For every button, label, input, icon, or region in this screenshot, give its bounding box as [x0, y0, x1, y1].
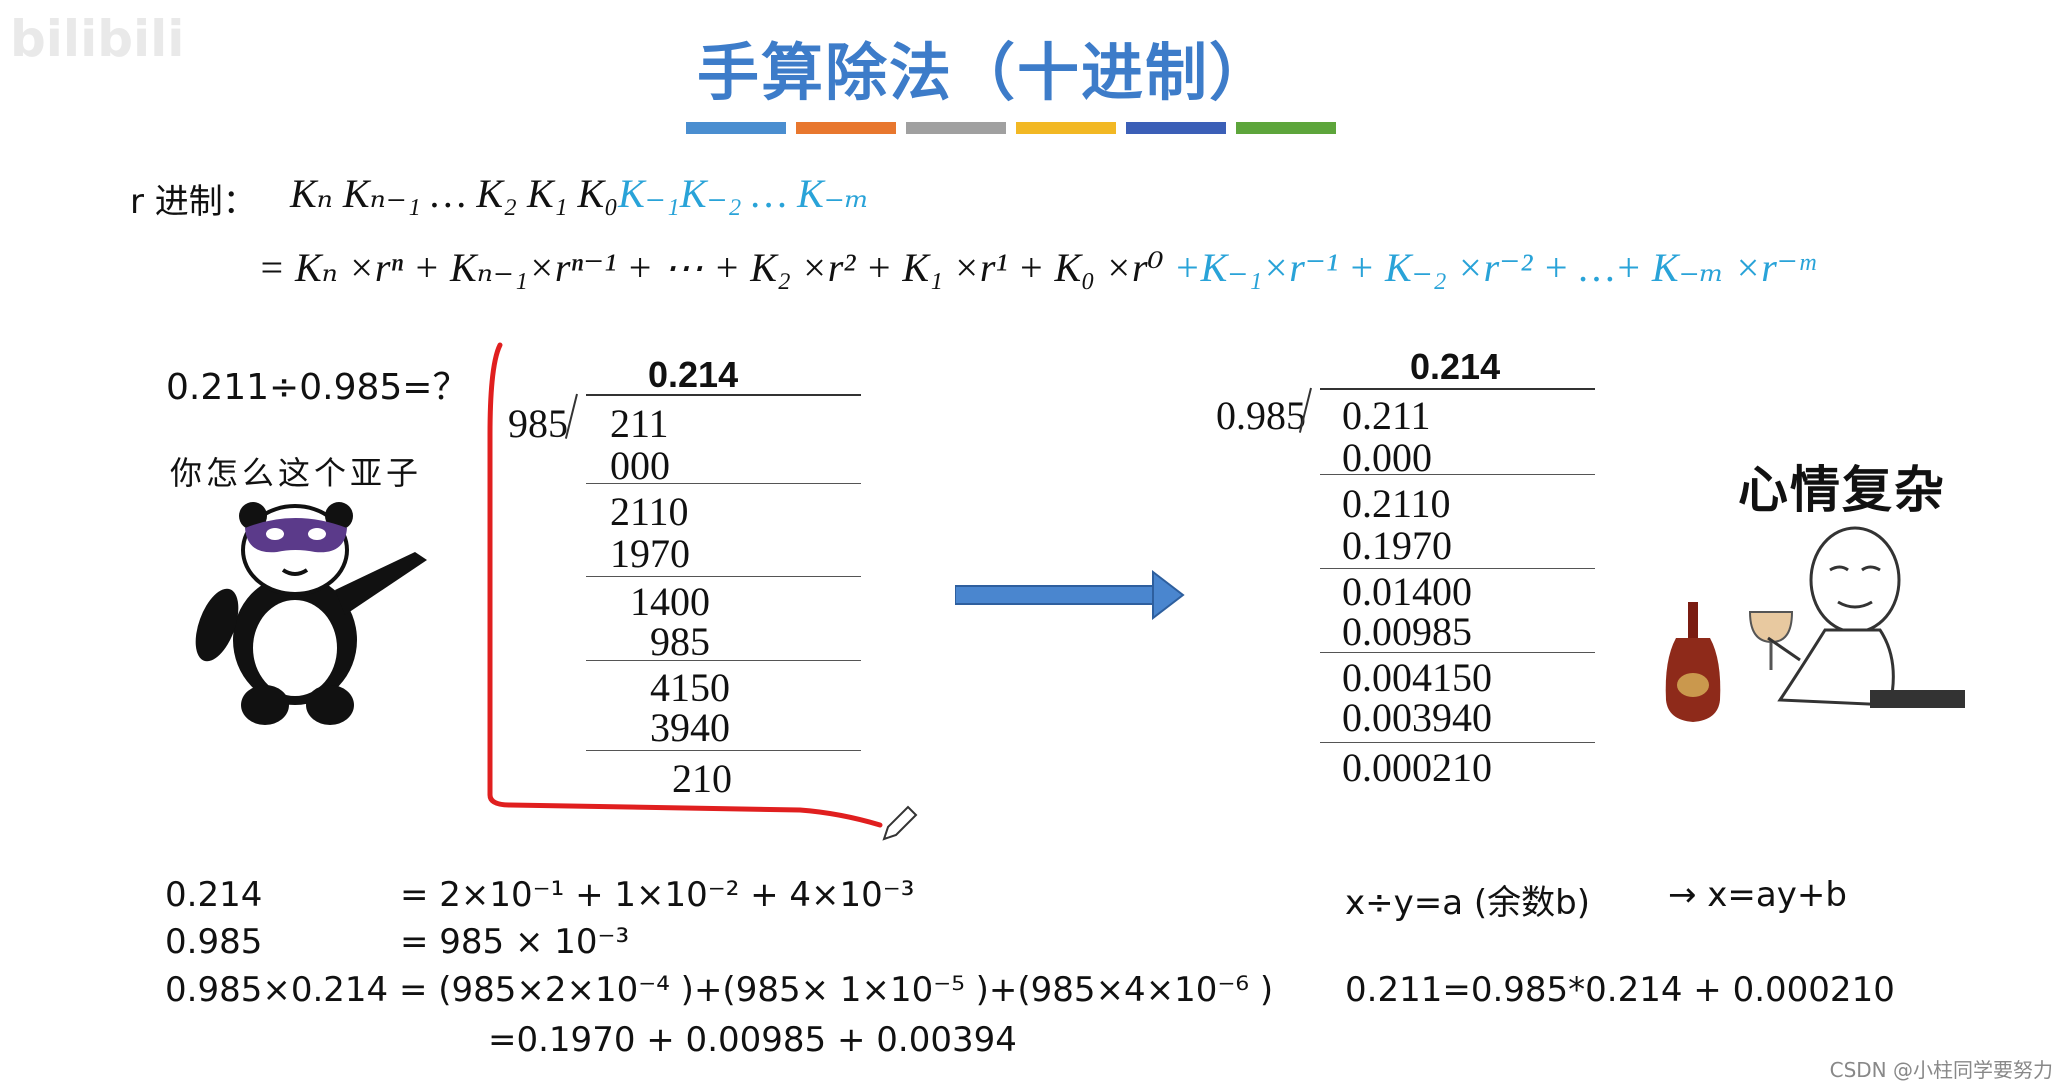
division-separator: [1320, 568, 1595, 569]
color-bar: [1236, 122, 1336, 134]
eq-quotient-label: 0.214: [165, 875, 263, 915]
panda-caption: 你怎么这个亚子: [170, 454, 423, 492]
division-step: 2110: [610, 489, 689, 534]
division-separator: [1320, 652, 1595, 653]
division-separator: [586, 660, 861, 661]
radix-fraction-expansion: +K₋₁×r⁻¹ + K₋₂ ×r⁻² + …+ K₋ₘ ×r⁻ᵐ: [1173, 245, 1815, 290]
division-quotient: 0.214: [648, 354, 739, 395]
radix-expansion-line: = Kₙ ×rⁿ + Kₙ₋₁×rⁿ⁻¹ + ⋯ + K₂ ×r² + K₁ ×…: [258, 244, 1815, 291]
division-step: 0.1970: [1342, 523, 1452, 568]
meme-caption: 心情复杂: [1738, 461, 1946, 519]
division-bar: [1320, 388, 1595, 390]
radix-label: r 进制：: [130, 182, 257, 222]
color-bar: [906, 122, 1006, 134]
eq-quotient-expansion: = 2×10⁻¹ + 1×10⁻² + 4×10⁻³: [400, 875, 915, 915]
division-separator: [1320, 474, 1595, 475]
division-step: 1400: [630, 579, 710, 624]
division-step: 0.01400: [1342, 569, 1472, 614]
color-bar: [686, 122, 786, 134]
eq-division-identity: → x=ay+b: [1668, 875, 1847, 915]
division-quotient: 0.214: [1410, 346, 1501, 387]
division-step: 1970: [610, 531, 690, 576]
radix-fraction-digits: K₋₁K₋₂ … K₋ₘ: [618, 171, 870, 216]
eq-verification: 0.211=0.985*0.214 + 0.000210: [1345, 970, 1895, 1010]
division-step: 0.000: [1342, 435, 1432, 480]
radix-integer-digits: Kₙ Kₙ₋₁ … K₂ K₁ K₀: [290, 171, 619, 216]
division-step: 0.000210: [1342, 745, 1492, 790]
division-step: 0.003940: [1342, 695, 1492, 740]
csdn-watermark: CSDN @小柱同学要努力: [1829, 1058, 2053, 1082]
brandy-meme-image: [1665, 526, 1965, 722]
color-bar: [796, 122, 896, 134]
radix-digits-line: Kₙ Kₙ₋₁ … K₂ K₁ K₀K₋₁K₋₂ … K₋ₘ: [290, 170, 869, 217]
division-divisor: 985: [508, 401, 568, 446]
eq-divisor-expansion: = 985 × 10⁻³: [400, 922, 630, 962]
division-divisor: 0.985: [1216, 393, 1306, 438]
division-separator: [586, 576, 861, 577]
division-step: 210: [672, 756, 732, 801]
right-arrow-icon: [955, 570, 1185, 620]
eq-product-expansion: 0.985×0.214 = (985×2×10⁻⁴ )+(985× 1×10⁻⁵…: [165, 970, 1274, 1010]
radix-integer-expansion: = Kₙ ×rⁿ + Kₙ₋₁×rⁿ⁻¹ + ⋯ + K₂ ×r² + K₁ ×…: [258, 245, 1164, 290]
division-step: 0.004150: [1342, 655, 1492, 700]
eq-division-rule: x÷y=a (余数b): [1345, 883, 1590, 923]
eq-divisor-label: 0.985: [165, 922, 263, 962]
division-step: 3940: [650, 705, 730, 750]
panda-meme-image: [195, 502, 427, 725]
question-text: 0.211÷0.985=？: [166, 367, 469, 408]
color-bar: [1126, 122, 1226, 134]
division-step: 0.211: [1342, 393, 1431, 438]
pencil-icon: [882, 805, 918, 841]
division-bar: [586, 394, 861, 396]
division-step: 0.2110: [1342, 481, 1451, 526]
division-separator: [586, 750, 861, 751]
division-step: 0.00985: [1342, 609, 1472, 654]
division-step: 4150: [650, 665, 730, 710]
eq-product-sum: =0.1970 + 0.00985 + 0.00394: [488, 1020, 1017, 1060]
red-annotation-bracket: [487, 342, 918, 841]
division-separator: [1320, 742, 1595, 743]
division-step: 000: [610, 443, 670, 488]
bilibili-logo: bilibili: [10, 10, 185, 68]
color-bar: [1016, 122, 1116, 134]
division-step: 211: [610, 401, 669, 446]
slide-title: 手算除法（十进制）: [696, 36, 1273, 109]
division-separator: [586, 483, 861, 484]
division-step: 985: [650, 619, 710, 664]
